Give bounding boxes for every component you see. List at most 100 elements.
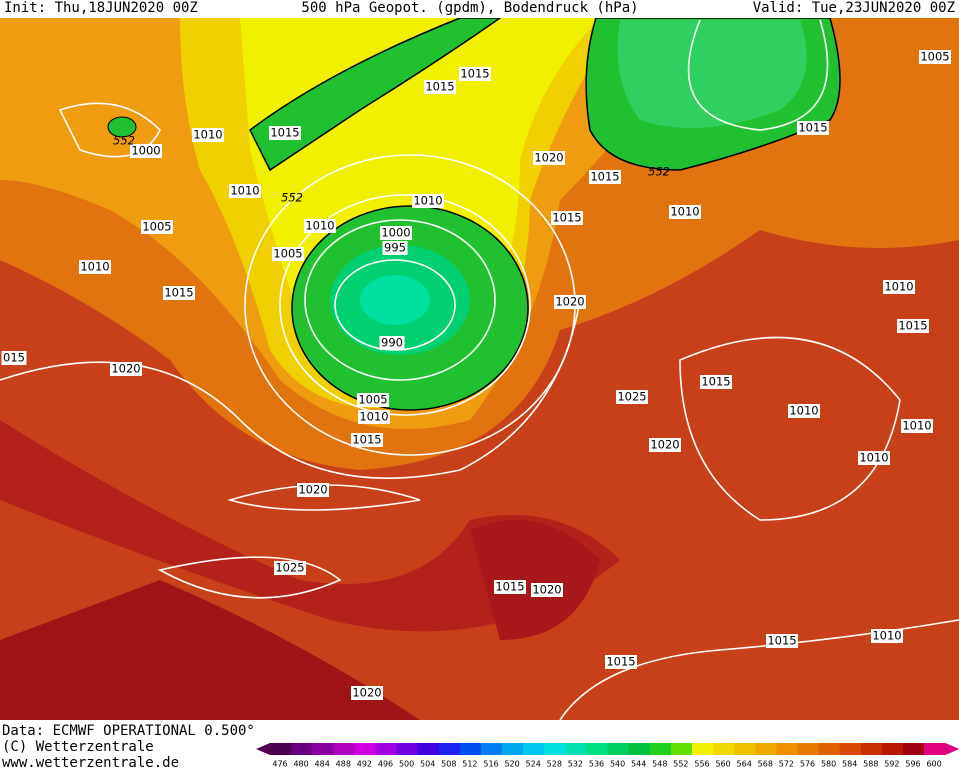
colorbar-label: 492 xyxy=(357,760,372,769)
colorbar-swatch xyxy=(713,743,735,755)
map-title: 500 hPa Geopot. (gpdm), Bodendruck (hPa) xyxy=(301,0,638,16)
colorbar-swatch xyxy=(544,743,566,755)
isobar-label-box xyxy=(79,260,111,274)
colorbar-swatch xyxy=(417,743,440,755)
colorbar-label: 520 xyxy=(504,760,519,769)
colorbar-label: 572 xyxy=(779,760,794,769)
isobar-label: 1015 xyxy=(460,67,489,81)
colorbar-label: 476 xyxy=(272,760,287,769)
colorbar-label: 496 xyxy=(378,760,393,769)
isobar-label: 1015 xyxy=(767,634,796,648)
colorbar-label: 484 xyxy=(315,760,330,769)
isobar-label: 1015 xyxy=(495,580,524,594)
isobar-label-box xyxy=(272,247,304,261)
isobar-label: 1005 xyxy=(273,247,302,261)
colorbar-arrow-left xyxy=(256,743,270,755)
isobar-label-box xyxy=(554,295,586,309)
isobar-label: 1010 xyxy=(359,410,388,424)
colorbar-label: 584 xyxy=(842,760,857,769)
colorbar-label: 536 xyxy=(589,760,604,769)
isobar-label-box xyxy=(551,211,583,225)
isobar-label: 1015 xyxy=(701,375,730,389)
colorbar-label: 480 xyxy=(293,760,308,769)
isobar-label-box xyxy=(649,438,681,452)
isobar-label: 1010 xyxy=(884,280,913,294)
colorbar-label: 552 xyxy=(673,760,688,769)
isobar-label-box xyxy=(605,655,637,669)
colorbar-label: 548 xyxy=(652,760,667,769)
colorbar-label: 512 xyxy=(462,760,477,769)
colorbar-label: 580 xyxy=(821,760,836,769)
colorbar-swatch xyxy=(649,743,672,755)
colorbar-swatch xyxy=(270,743,292,755)
colorbar-swatch xyxy=(459,743,482,755)
isobar-label: 1015 xyxy=(164,286,193,300)
isobar-label-box xyxy=(297,483,329,497)
isobar-label: 1010 xyxy=(789,404,818,418)
isobar-label: 1020 xyxy=(352,686,381,700)
colorbar-label: 596 xyxy=(905,760,920,769)
isobar-label: 1020 xyxy=(111,362,140,376)
colorbar-swatch xyxy=(860,743,883,755)
colorbar-swatch xyxy=(607,743,630,755)
isobar-label-box xyxy=(192,128,224,142)
colorbar-label: 540 xyxy=(610,760,625,769)
isobar-label: 015 xyxy=(3,351,25,365)
isobar-label-box xyxy=(494,580,526,594)
colorbar-label: 556 xyxy=(694,760,709,769)
isobar-label-box xyxy=(797,121,829,135)
isobar-label-box xyxy=(382,241,408,255)
colorbar-label: 544 xyxy=(631,760,646,769)
isobar-label-box xyxy=(141,220,173,234)
isobar-label-box xyxy=(531,583,563,597)
isobar-label: 1015 xyxy=(270,126,299,140)
isobar-label: 1000 xyxy=(131,144,160,158)
colorbar-label: 504 xyxy=(420,760,435,769)
isobar-label: 1010 xyxy=(413,194,442,208)
isobar-label: 1025 xyxy=(275,561,304,575)
colorbar-swatch xyxy=(818,743,841,755)
colorbar-label: 532 xyxy=(568,760,583,769)
colorbar-swatch xyxy=(924,743,946,755)
isobar-label: 1010 xyxy=(80,260,109,274)
isobar-label: 990 xyxy=(381,336,403,350)
isobar-label-box xyxy=(358,410,390,424)
isobar-label-box xyxy=(163,286,195,300)
isobar-label-box xyxy=(274,561,306,575)
colorbar-swatch xyxy=(291,743,313,755)
isobar-label: 1020 xyxy=(298,483,327,497)
isobar-label-box xyxy=(897,319,929,333)
colorbar-swatch xyxy=(839,743,862,755)
colorbar-swatch xyxy=(333,743,355,755)
isobar-label: 1010 xyxy=(230,184,259,198)
isobar-label: 1000 xyxy=(381,226,410,240)
isobar-label-box xyxy=(766,634,798,648)
isobar-label: 1015 xyxy=(798,121,827,135)
isobar-label: 1015 xyxy=(352,433,381,447)
colorbar-swatch xyxy=(502,743,524,755)
isobar-label-box xyxy=(379,336,405,350)
colorbar-swatch xyxy=(881,743,904,755)
colorbar-label: 564 xyxy=(737,760,752,769)
colorbar-swatch xyxy=(670,743,693,755)
isobar-label-box xyxy=(700,375,732,389)
colorbar-label: 576 xyxy=(800,760,815,769)
colorbar-swatch xyxy=(396,743,419,755)
isobar-label-box xyxy=(459,67,491,81)
isobar-label: 1010 xyxy=(872,629,901,643)
valid-time: Valid: Tue,23JUN2020 00Z xyxy=(753,0,955,16)
colorbar-swatch xyxy=(628,743,651,755)
isobar-label-box xyxy=(919,50,951,64)
isobar-label-box xyxy=(589,170,621,184)
isobar-label-box xyxy=(858,451,890,465)
isobar-label: 1015 xyxy=(552,211,581,225)
isobar-label: 1005 xyxy=(358,393,387,407)
colorbar-label: 516 xyxy=(483,760,498,769)
colorbar-label: 600 xyxy=(926,760,941,769)
copyright: (C) Wetterzentrale xyxy=(2,739,154,755)
colorbar-swatch xyxy=(565,743,587,755)
isobar-label: 1010 xyxy=(859,451,888,465)
isobar-label: 552 xyxy=(648,165,670,179)
colorbar-swatch xyxy=(692,743,714,755)
isobar-label-box xyxy=(269,126,301,140)
